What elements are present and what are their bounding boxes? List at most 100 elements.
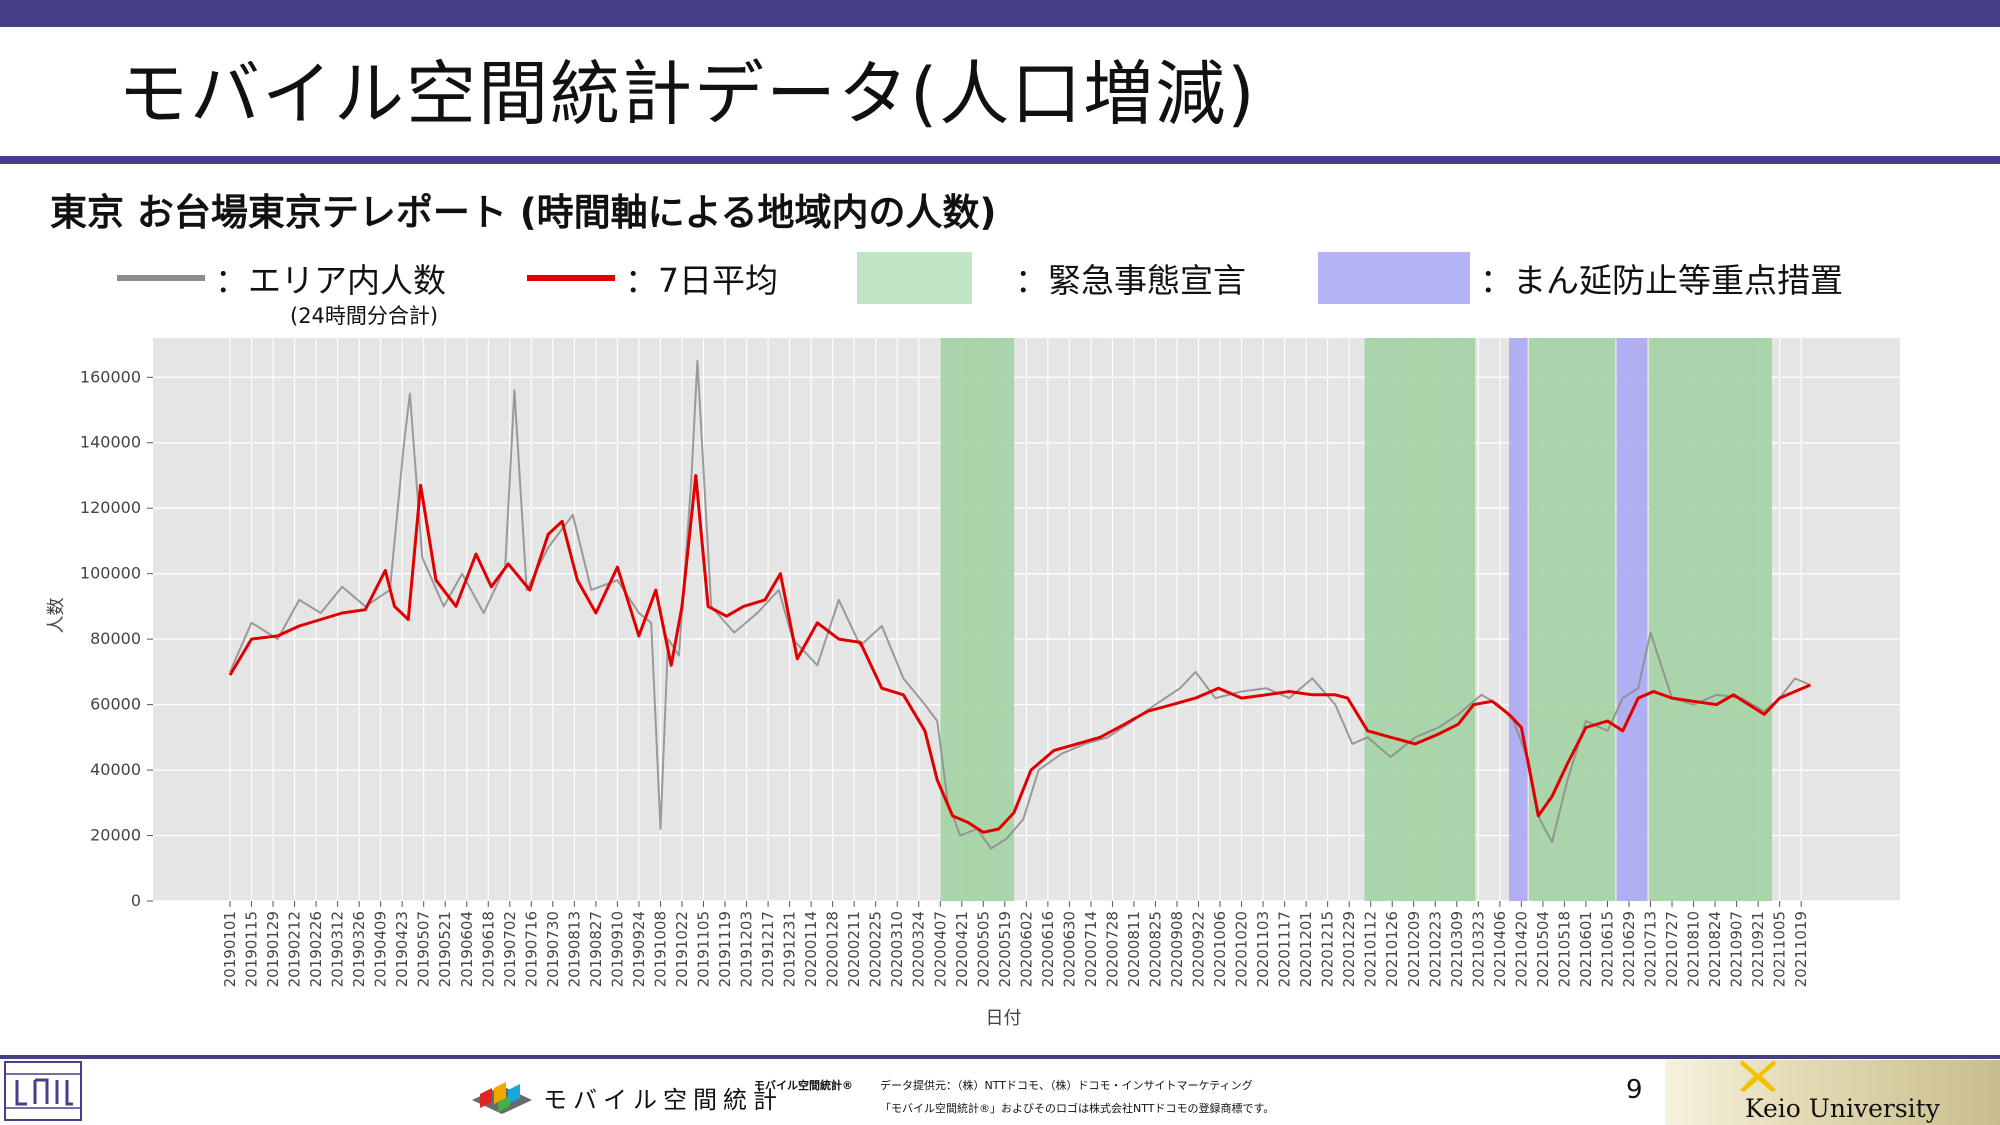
x-tick-label: 20210126 — [1383, 911, 1401, 987]
x-tick-label: 20200519 — [996, 911, 1014, 987]
emergency-period — [1648, 338, 1772, 901]
x-tick-label: 20190101 — [221, 911, 239, 987]
header-bar — [0, 0, 2000, 27]
x-tick-label: 20200714 — [1082, 911, 1100, 987]
x-tick-label: 20210629 — [1620, 911, 1638, 987]
x-tick-label: 20190212 — [286, 911, 304, 987]
x-tick-label: 20210504 — [1534, 911, 1552, 987]
x-tick-label: 20210615 — [1598, 911, 1616, 987]
x-tick-label: 20200128 — [824, 911, 842, 987]
legend-priority-swatch — [1318, 252, 1470, 304]
priority-period — [1616, 338, 1648, 901]
y-tick-label: 140000 — [80, 433, 141, 452]
y-tick-label: 80000 — [90, 629, 141, 648]
page-number: 9 — [1626, 1075, 1643, 1105]
x-tick-label: 20200616 — [1039, 911, 1057, 987]
x-tick-label: 20210420 — [1512, 911, 1530, 987]
x-tick-label: 20210209 — [1405, 911, 1423, 987]
x-tick-label: 20210518 — [1555, 911, 1573, 987]
legend-daily-note: (24時間分合計) — [290, 304, 439, 328]
x-tick-label: 20210727 — [1663, 911, 1681, 987]
x-tick-label: 20190312 — [329, 911, 347, 987]
x-tick-label: 20201006 — [1211, 911, 1229, 987]
lab-logo-icon — [4, 1061, 82, 1121]
legend-daily-label: ：エリア内人数 — [215, 261, 446, 300]
page-title: モバイル空間統計データ(人口増減) — [118, 53, 1257, 135]
series-daily-line — [229, 359, 1811, 850]
x-tick-label: 20200421 — [953, 911, 971, 987]
y-axis-label: 人数 — [46, 598, 67, 634]
x-tick-label: 20211005 — [1771, 911, 1789, 987]
x-tick-label: 20191008 — [651, 911, 669, 987]
x-tick-label: 20201103 — [1254, 911, 1272, 987]
legend-priority-label: ：まん延防止等重点措置 — [1480, 261, 1843, 300]
y-tick-label: 20000 — [90, 826, 141, 845]
x-axis-label: 日付 — [986, 1008, 1022, 1029]
legend-daily-swatch — [117, 275, 205, 281]
x-tick-label: 20190618 — [479, 911, 497, 987]
footer-brand-small: モバイル空間統計® — [754, 1079, 853, 1092]
legend-emergency-label: ：緊急事態宣言 — [1015, 261, 1246, 300]
x-tick-label: 20201215 — [1319, 911, 1337, 987]
x-tick-label: 20190716 — [522, 911, 540, 987]
mobile-spatial-statistics-logo-icon — [472, 1082, 532, 1114]
footer-trademark: 「モバイル空間統計®」およびそのロゴは株式会社NTTドコモの登録商標です。 — [880, 1102, 1275, 1115]
x-tick-label: 20200225 — [867, 911, 885, 987]
x-tick-label: 20191203 — [738, 911, 756, 987]
x-tick-label: 20190521 — [436, 911, 454, 987]
y-tick-label: 60000 — [90, 695, 141, 714]
x-tick-label: 20190924 — [630, 911, 648, 987]
footer-divider — [0, 1055, 2000, 1059]
x-tick-label: 20200630 — [1060, 911, 1078, 987]
emergency-period — [1364, 338, 1476, 901]
x-tick-label: 20190730 — [544, 911, 562, 987]
x-tick-label: 20210921 — [1749, 911, 1767, 987]
x-tick-label: 20190507 — [415, 911, 433, 987]
legend-avg-label: ：7日平均 — [625, 261, 778, 300]
x-tick-label: 20200324 — [910, 911, 928, 987]
legend-avg-swatch — [527, 275, 615, 281]
x-tick-label: 20200602 — [1017, 911, 1035, 987]
population-chart: 0 20000 40000 60000 80000 100000 120000 140000 1… — [46, 338, 1900, 1029]
x-tick-label: 20200811 — [1125, 911, 1143, 987]
legend-emergency-swatch — [857, 252, 972, 304]
x-tick-label: 20190423 — [393, 911, 411, 987]
x-tick-label: 20190226 — [307, 911, 325, 987]
x-tick-label: 20210713 — [1642, 911, 1660, 987]
x-tick-label: 20200825 — [1146, 911, 1164, 987]
x-tick-label: 20190813 — [565, 911, 583, 987]
x-tick-label: 20191119 — [716, 911, 734, 987]
x-tick-label: 20190115 — [243, 911, 261, 987]
x-tick-label: 20190129 — [264, 911, 282, 987]
chart-subtitle: 東京 お台場東京テレポート (時間軸による地域内の人数) — [50, 191, 997, 234]
keio-pen-emblem-icon — [1740, 1060, 1776, 1092]
y-tick-label: 100000 — [80, 564, 141, 583]
x-tick-label: 20190409 — [372, 911, 390, 987]
x-tick-label: 20190604 — [458, 911, 476, 987]
x-tick-label: 20200922 — [1190, 911, 1208, 987]
x-tick-label: 20191217 — [759, 911, 777, 987]
x-tick-label: 20201229 — [1340, 911, 1358, 987]
x-tick-label: 20201201 — [1297, 911, 1315, 987]
title-divider — [0, 156, 2000, 164]
x-tick-label: 20190326 — [350, 911, 368, 987]
x-tick-label: 20190702 — [501, 911, 519, 987]
series-avg-line — [228, 474, 1811, 834]
y-tick-label: 120000 — [80, 498, 141, 517]
x-tick-label: 20210824 — [1706, 911, 1724, 987]
x-tick-label: 20210112 — [1362, 911, 1380, 987]
y-tick-label: 40000 — [90, 760, 141, 779]
x-tick-label: 20190827 — [587, 911, 605, 987]
x-tick-label: 20191022 — [673, 911, 691, 987]
x-tick-label: 20191105 — [695, 911, 713, 987]
emergency-period — [1529, 338, 1616, 901]
x-tick-label: 20211019 — [1792, 911, 1810, 987]
x-tick-label: 20200407 — [931, 911, 949, 987]
footer-provider: データ提供元：（株）NTTドコモ、（株）ドコモ・インサイトマーケティング — [880, 1079, 1253, 1092]
x-tick-label: 20200505 — [974, 911, 992, 987]
x-tick-label: 20210323 — [1469, 911, 1487, 987]
x-tick-label: 20210223 — [1426, 911, 1444, 987]
x-tick-label: 20200908 — [1168, 911, 1186, 987]
y-tick-label: 160000 — [80, 367, 141, 386]
x-tick-label: 20210406 — [1491, 911, 1509, 987]
